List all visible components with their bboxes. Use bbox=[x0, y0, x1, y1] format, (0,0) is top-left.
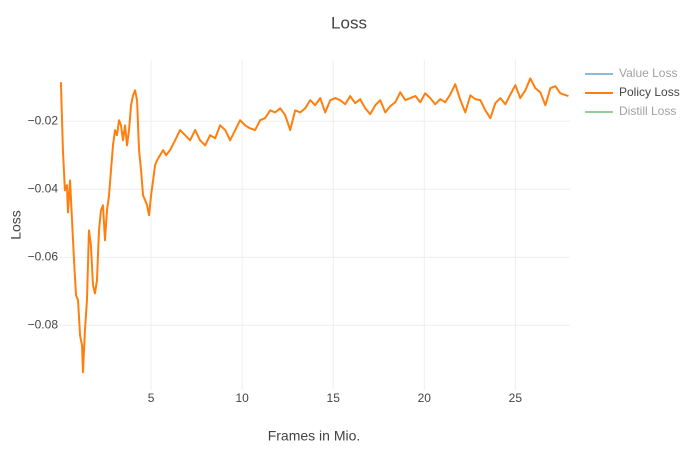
x-tick-label: 15 bbox=[327, 391, 341, 405]
legend-label[interactable]: Distill Loss bbox=[619, 104, 676, 118]
y-tick-label: −0.02 bbox=[28, 113, 59, 127]
x-axis-label: Frames in Mio. bbox=[268, 428, 361, 444]
y-tick-label: −0.08 bbox=[28, 318, 59, 332]
y-tick-label: −0.06 bbox=[28, 249, 59, 263]
x-tick-label: 20 bbox=[418, 391, 432, 405]
x-tick-label: 25 bbox=[509, 391, 523, 405]
x-tick-label: 5 bbox=[148, 391, 155, 405]
y-axis-label: Loss bbox=[8, 210, 24, 240]
x-tick-label: 10 bbox=[235, 391, 249, 405]
y-tick-label: −0.04 bbox=[28, 181, 59, 195]
data-line bbox=[59, 77, 569, 374]
legend-label[interactable]: Value Loss bbox=[619, 66, 677, 80]
chart-title: Loss bbox=[331, 13, 367, 32]
legend-label[interactable]: Policy Loss bbox=[619, 85, 680, 99]
